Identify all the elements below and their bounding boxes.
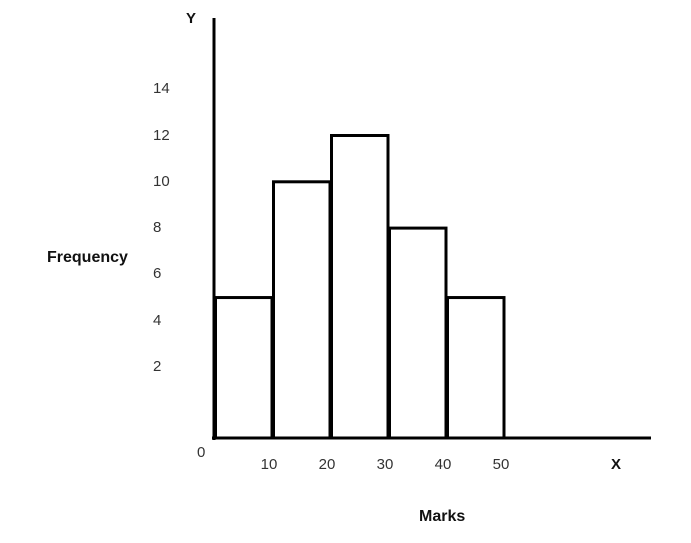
histogram-bar-20-30	[330, 134, 390, 440]
y-tick-label: 6	[153, 265, 162, 283]
histogram-bar-40-50	[446, 296, 506, 440]
bars-group	[214, 134, 506, 440]
origin-label: 0	[197, 444, 206, 461]
x-tick-label: 30	[376, 456, 394, 473]
y-tick-label: 8	[153, 219, 162, 237]
y-tick-label: 12	[153, 126, 170, 144]
y-tick-label: 14	[153, 80, 170, 98]
y-tick-label: 10	[153, 172, 170, 190]
y-axis-name: Y	[186, 10, 197, 27]
histogram-bar-0-10	[214, 296, 274, 440]
y-axis-title: Frequency	[47, 249, 128, 266]
x-tick-label: 10	[260, 456, 278, 473]
y-tick-label: 4	[153, 311, 162, 329]
x-tick-label: 40	[434, 456, 452, 473]
x-tick-label: 50	[492, 456, 510, 473]
histogram-bar-30-40	[388, 226, 448, 440]
x-tick-label: 20	[318, 456, 336, 473]
histogram-bar-10-20	[272, 180, 332, 440]
x-axis-title: Marks	[419, 508, 466, 525]
y-tick-label: 2	[153, 358, 162, 375]
x-axis-name: X	[611, 456, 622, 473]
